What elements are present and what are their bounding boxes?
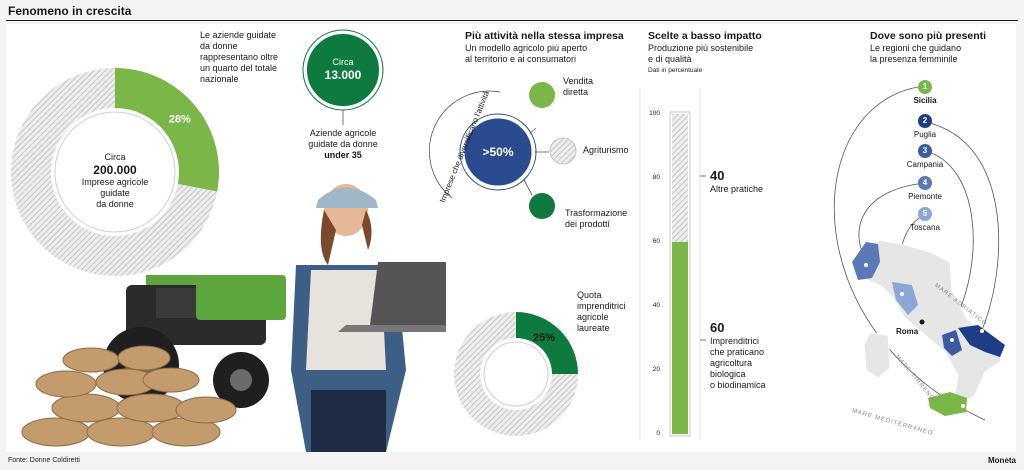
route-campania [924,150,974,321]
diversify-value: >50% [482,145,514,159]
donut-small-slice-2 [453,312,578,436]
graduates-donut-chart [453,312,578,436]
impact-tick-0: 0 [656,430,660,437]
agritourism-dot [549,137,577,165]
donut-main-slice-label: 28% [169,113,191,125]
main-donut-chart: 28% [11,68,219,276]
impact-tick-60: 60 [652,238,660,245]
processing-dot [529,193,555,219]
region-rank-5: 5 [918,207,932,221]
main-donut-value: 200.000 [93,163,137,177]
under35-caption: Aziende agricole guidate da donne under … [308,128,378,160]
main-donut-center: Circa 200.000 Imprese agricole guidate d… [60,152,170,210]
agritourism-label: Agriturismo [583,145,629,155]
donut-main-slice-1 [115,68,219,192]
regions-graphic [833,85,1005,421]
donut-main-slice-2 [11,68,218,276]
impact-bar-chart [639,88,706,440]
sacks-image [21,345,237,447]
impact-bar-other [672,114,688,242]
activities-diagram [429,82,577,219]
under35-circle-text: Circa 13.000 [324,57,362,82]
region-name-3: Campania [906,160,944,169]
regions-title: Dove sono più presenti [870,30,987,42]
route-puglia [924,121,1000,331]
activities-subtitle: Un modello agricolo più aperto al territ… [465,43,588,64]
title-rule [6,20,1018,21]
diversify-circle [461,115,535,189]
activities-title: Più attività nella stessa impresa [465,30,624,42]
donut-small-slice-1 [516,312,578,374]
piemonte-shape [852,242,880,280]
donut-small-inner-ring [483,341,549,407]
region-rank-1: 1 [918,80,932,94]
sardinia-shape [863,332,891,379]
brand-logo: Moneta [988,456,1016,465]
farmer-illustration [21,184,446,452]
impact-tick-40: 40 [652,302,660,309]
toscana-shape [892,282,918,315]
woman-image [291,184,446,452]
regions-subtitle: Le regioni che guidano la presenza femmi… [870,43,962,64]
sicilia-shape [928,392,967,416]
region-name-2: Puglia [913,130,937,139]
region-name-5: Toscana [910,223,940,232]
donut-main-inner-ring [54,111,176,233]
impact-unit: Dati in percentuale [648,67,703,74]
route-piemonte [858,182,926,259]
direct-sales-label: Vendita diretta [563,76,594,97]
graduates-percent: 25% [533,332,556,344]
page-title: Fenomeno in crescita [8,4,132,18]
puglia-shape [958,325,1005,357]
impact-title: Scelte a basso impatto [648,30,762,42]
source-note: Fonte: Donne Coldiretti [8,457,80,464]
impact-tick-80: 80 [652,174,660,181]
campania-shape [942,330,962,356]
impact-bar-frame [669,111,691,437]
impact-bottom-value: 60 [710,320,725,335]
impact-tick-100: 100 [649,110,660,117]
direct-sales-dot [529,82,555,108]
tractor-image [103,275,286,408]
impact-bar-organic [672,242,688,434]
main-donut-caption: Le aziende guidate da donne rappresentan… [200,30,279,84]
processing-label: Trasformazione dei prodotti [565,208,628,229]
region-rank-2: 2 [918,114,932,128]
impact-top-label: Altre pratiche [710,184,764,194]
rome-label: Roma [896,327,919,336]
rome-marker [919,319,925,325]
region-rank-3: 3 [918,144,932,158]
italy-map [852,239,1005,416]
impact-tick-20: 20 [652,366,660,373]
impact-subtitle: Produzione più sostenibile e di qualità [648,43,754,64]
region-rank-4: 4 [918,176,932,190]
impact-bottom-label: Imprenditrici che praticano agricoltura … [710,336,766,390]
region-name-4: Piemonte [908,192,942,201]
activities-arc [429,90,501,199]
impact-top-value: 40 [710,168,725,183]
graduates-caption: Quota imprenditrici agricole laureate [577,290,626,333]
region-name-1: Sicilia [913,96,937,105]
under35-circle [305,32,381,108]
